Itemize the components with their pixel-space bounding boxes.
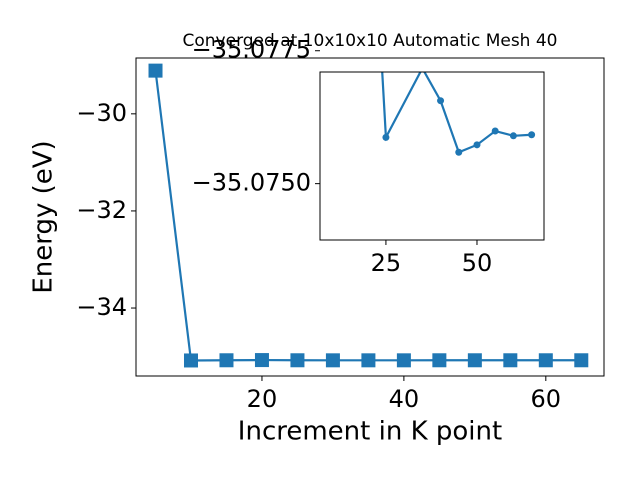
x-tick-label: 25 [371, 249, 402, 277]
y-axis-label: Energy (eV) [29, 140, 59, 293]
marker [455, 148, 463, 156]
plot-layer [381, 72, 536, 156]
marker [290, 353, 305, 368]
marker [473, 141, 481, 149]
y-tick-label: −35.0750 [192, 169, 311, 197]
y-tick-label: −35.0775 [192, 36, 311, 64]
marker [528, 131, 536, 139]
marker [574, 353, 589, 368]
y-tick-label: −32 [76, 196, 127, 224]
chart-title: Converged at 10x10x10 Automatic Mesh 40 [183, 31, 558, 51]
marker [538, 353, 553, 368]
marker [396, 353, 411, 368]
plot-layer [148, 63, 589, 368]
marker [509, 132, 517, 140]
marker [491, 127, 499, 135]
marker [325, 353, 340, 368]
marker [432, 353, 447, 368]
y-tick-label: −30 [76, 99, 127, 127]
y-tick-label: −34 [76, 293, 127, 321]
axes-frame [319, 71, 545, 241]
marker [382, 133, 390, 141]
marker [437, 97, 445, 105]
x-tick-label: 60 [531, 385, 562, 413]
marker [254, 353, 269, 368]
x-tick-label: 50 [462, 249, 493, 277]
marker [361, 353, 376, 368]
marker [183, 353, 198, 368]
x-axis-label: Increment in K point [238, 417, 502, 447]
x-tick-label: 20 [247, 385, 278, 413]
x-tick-label: 40 [389, 385, 420, 413]
axes-frame [135, 57, 605, 377]
marker [503, 353, 518, 368]
marker [148, 63, 163, 78]
marker [219, 353, 234, 368]
marker [467, 353, 482, 368]
plot-area [320, 72, 544, 240]
